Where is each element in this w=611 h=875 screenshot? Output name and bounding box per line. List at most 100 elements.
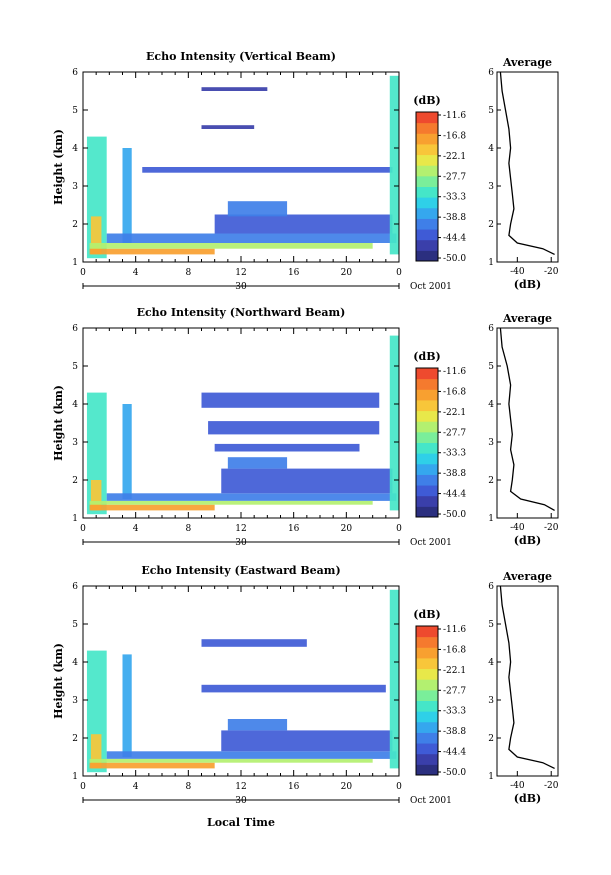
colorbar-swatch — [416, 229, 438, 241]
colorbar-swatch — [416, 474, 438, 486]
colorbar-swatch — [416, 700, 438, 712]
colorbar-swatch — [416, 431, 438, 443]
average-y-tick-label: 4 — [488, 400, 494, 410]
average-x-tick-label: -20 — [544, 523, 559, 533]
colorbar-tick-label: -38.8 — [443, 213, 466, 223]
colorbar-unit: (dB) — [413, 94, 440, 107]
average-y-tick-label: 5 — [488, 362, 494, 372]
colorbar-tick-label: -38.8 — [443, 469, 466, 479]
colorbar-swatch — [416, 186, 438, 198]
colorbar-swatch — [416, 743, 438, 755]
colorbar-swatch — [416, 399, 438, 412]
echo-layer — [227, 201, 288, 217]
colorbar-swatch — [416, 485, 438, 497]
colorbar-swatch — [416, 218, 438, 230]
y-tick-label: 4 — [72, 144, 78, 154]
colorbar-swatch — [416, 626, 438, 638]
colorbar-swatch — [416, 410, 438, 422]
y-tick-label: 2 — [72, 220, 78, 230]
echo-layer — [89, 762, 215, 769]
x-tick-label: 16 — [288, 524, 300, 534]
average-y-tick-label: 1 — [488, 772, 494, 782]
panel-1: Echo Intensity (Northward Beam)123456Hei… — [52, 306, 559, 548]
average-y-tick-label: 2 — [488, 220, 494, 230]
echo-layer — [89, 500, 373, 505]
colorbar-swatch — [416, 165, 438, 177]
colorbar-swatch — [416, 133, 438, 145]
echo-layers — [86, 589, 399, 773]
average-y-tick-label: 1 — [488, 258, 494, 268]
colorbar-swatch — [416, 421, 438, 433]
average-profile-line — [499, 327, 555, 511]
colorbar-tick-label: -38.8 — [443, 727, 466, 737]
echo-layer — [214, 214, 393, 234]
panel-0: Echo Intensity (Vertical Beam)123456Heig… — [52, 50, 559, 292]
colorbar-swatch — [416, 636, 438, 648]
x-tick-label: 20 — [341, 524, 353, 534]
echo-layer — [227, 719, 288, 731]
colorbar-swatch — [416, 732, 438, 744]
panel-2: Echo Intensity (Eastward Beam)123456Heig… — [52, 564, 559, 806]
day-label: 30 — [235, 282, 247, 292]
echo-layer — [201, 639, 307, 647]
colorbar-tick-label: -50.0 — [443, 768, 466, 778]
colorbar-swatch — [416, 112, 438, 124]
average-profile-line — [499, 585, 555, 769]
average-y-tick-label: 3 — [488, 182, 494, 192]
colorbar-tick-label: -16.8 — [443, 387, 466, 397]
y-axis-label: Height (km) — [52, 385, 65, 461]
echo-layers — [86, 335, 399, 515]
echo-layer — [389, 75, 399, 255]
echo-layer — [201, 125, 255, 129]
y-axis-label: Height (km) — [52, 129, 65, 205]
echo-layer — [201, 87, 268, 91]
y-tick-label: 6 — [72, 582, 78, 592]
x-tick-label: 20 — [341, 782, 353, 792]
colorbar-swatch — [416, 250, 438, 262]
colorbar-swatch — [416, 154, 438, 166]
y-tick-label: 6 — [72, 324, 78, 334]
x-tick-label: 12 — [235, 268, 246, 278]
echo-layer — [208, 421, 380, 435]
echo-layer — [106, 751, 397, 759]
x-axis-label: Local Time — [207, 816, 275, 829]
colorbar-swatch — [416, 207, 438, 219]
average-x-tick-label: -40 — [510, 523, 525, 533]
y-tick-label: 2 — [72, 476, 78, 486]
x-tick-label: 16 — [288, 782, 300, 792]
y-tick-label: 5 — [72, 620, 78, 630]
echo-layer — [201, 392, 380, 408]
echo-layers — [86, 75, 399, 259]
y-tick-label: 3 — [72, 438, 78, 448]
x-tick-label: 0 — [80, 268, 86, 278]
echo-layer — [106, 493, 397, 501]
colorbar-tick-label: -11.6 — [443, 625, 466, 635]
colorbar-swatch — [416, 442, 438, 454]
average-y-tick-label: 2 — [488, 476, 494, 486]
colorbar-tick-label: -44.4 — [443, 234, 466, 244]
echo-layer — [89, 248, 215, 255]
colorbar-swatch — [416, 506, 438, 518]
y-tick-label: 1 — [72, 258, 78, 268]
y-tick-label: 5 — [72, 106, 78, 116]
panel-title: Echo Intensity (Vertical Beam) — [146, 50, 336, 63]
colorbar-tick-label: -22.1 — [443, 152, 466, 162]
colorbar-swatch — [416, 197, 438, 209]
echo-layer — [221, 468, 393, 494]
colorbar-tick-label: -33.3 — [443, 707, 466, 717]
echo-layer — [122, 404, 132, 499]
x-tick-label: 8 — [185, 268, 191, 278]
y-tick-label: 3 — [72, 182, 78, 192]
echo-layer — [201, 684, 386, 693]
x-tick-label: 16 — [288, 268, 300, 278]
average-title: Average — [502, 56, 552, 69]
colorbar-swatch — [416, 122, 438, 134]
x-tick-label: 8 — [185, 782, 191, 792]
colorbar-swatch — [416, 764, 438, 776]
average-frame — [496, 71, 559, 263]
echo-layer — [122, 148, 132, 243]
colorbar-frame — [415, 625, 439, 776]
colorbar-unit: (dB) — [413, 350, 440, 363]
x-tick-label: 4 — [133, 782, 139, 792]
